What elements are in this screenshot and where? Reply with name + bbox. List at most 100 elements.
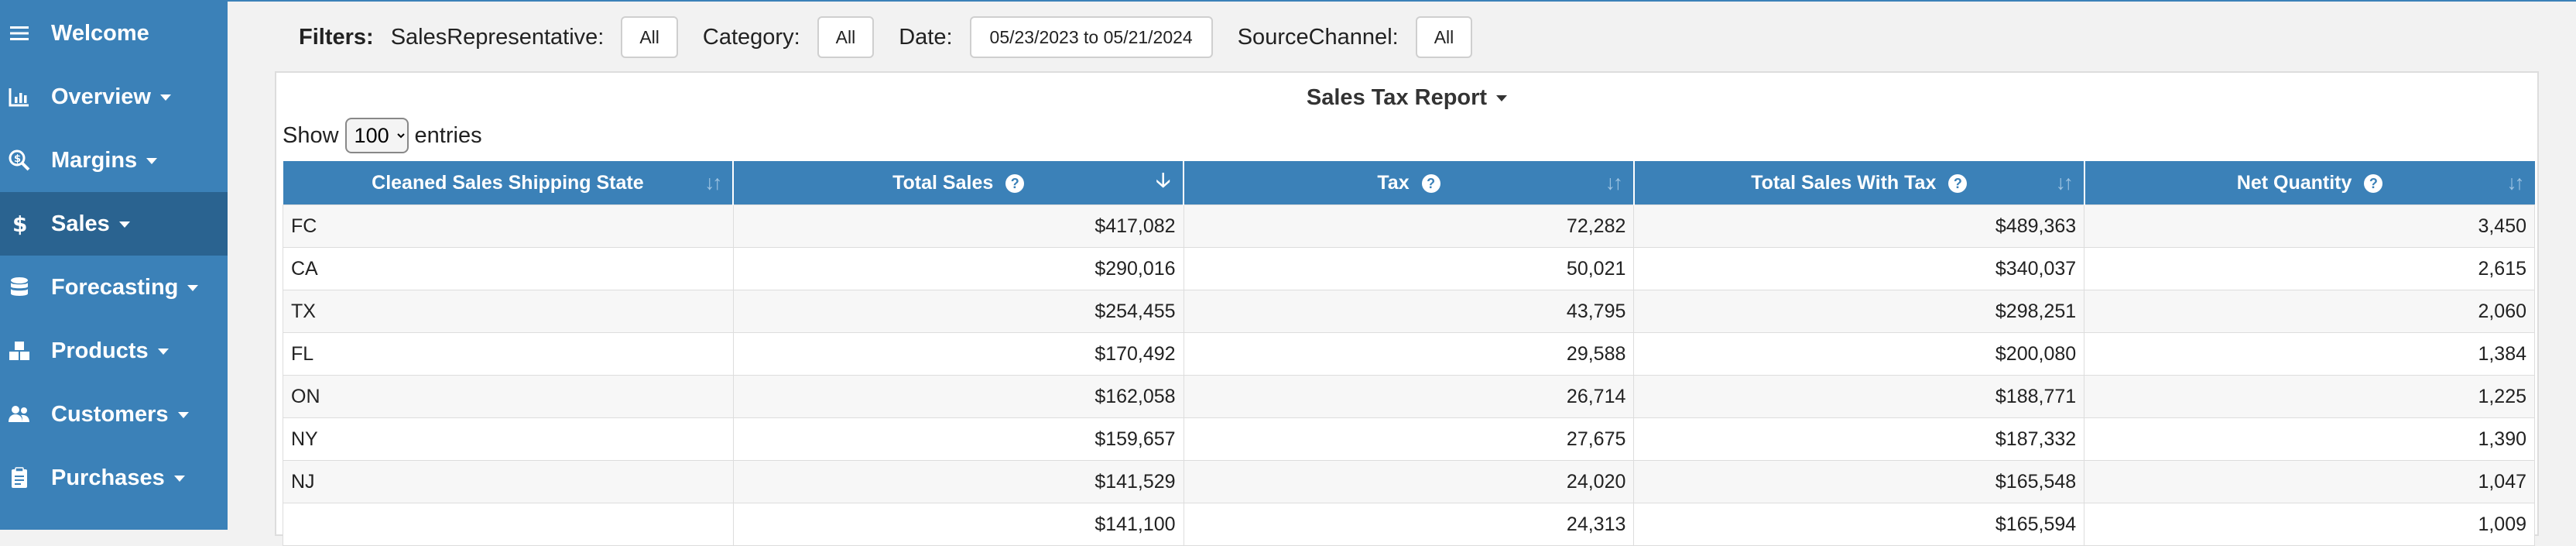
- cell-state: TX: [283, 290, 734, 333]
- report-title-dropdown[interactable]: Sales Tax Report: [276, 85, 2537, 111]
- nav-label-margins: Margins: [51, 147, 138, 173]
- cell-total-sales: $290,016: [732, 247, 1184, 290]
- chevron-down-icon: [157, 348, 169, 355]
- cell-net-quantity: 2,060: [2084, 290, 2535, 333]
- cell-tax: 72,282: [1183, 204, 1635, 248]
- table-row: NJ $141,529 24,020 $165,548 1,047: [283, 460, 2535, 503]
- entries-control: Show 100 entries: [283, 116, 482, 155]
- cell-total-with-tax: $200,080: [1633, 332, 2085, 376]
- date-range-input[interactable]: 05/23/2023 to 05/21/2024: [969, 16, 1213, 58]
- nav-item-forecasting[interactable]: Forecasting: [0, 256, 228, 319]
- info-icon[interactable]: ?: [2364, 173, 2383, 193]
- category-label: Category:: [702, 24, 800, 50]
- nav-item-products[interactable]: Products: [0, 319, 228, 383]
- column-header-label: Tax: [1377, 171, 1410, 194]
- svg-text:$: $: [14, 153, 21, 165]
- column-header-label: Total Sales: [892, 171, 994, 194]
- chart-icon: [8, 85, 31, 108]
- column-header-label: Cleaned Sales Shipping State: [372, 171, 644, 194]
- source-channel-label: SourceChannel:: [1237, 24, 1399, 50]
- filters-title: Filters:: [299, 24, 374, 50]
- boxes-icon: [8, 339, 31, 362]
- nav-label-purchases: Purchases: [51, 465, 165, 490]
- sales-rep-filter-button[interactable]: All: [621, 16, 678, 58]
- sales-tax-table: Cleaned Sales Shipping State ↓↑ Total Sa…: [283, 161, 2535, 546]
- table-row: FL $170,492 29,588 $200,080 1,384: [283, 332, 2535, 376]
- column-header-total-sales-with-tax[interactable]: Total Sales With Tax? ↓↑: [1633, 161, 2085, 205]
- sort-icon: ↓↑: [2055, 170, 2074, 194]
- cell-total-with-tax: $165,594: [1633, 503, 2085, 546]
- cell-net-quantity: 1,390: [2084, 417, 2535, 461]
- column-header-net-quantity[interactable]: Net Quantity? ↓↑: [2084, 161, 2535, 205]
- table-row: FC $417,082 72,282 $489,363 3,450: [283, 204, 2535, 248]
- info-icon[interactable]: ?: [1948, 173, 1968, 193]
- column-header-total-sales[interactable]: Total Sales? 🡣: [733, 161, 1185, 205]
- entries-select[interactable]: 100: [344, 118, 409, 153]
- nav-label-customers: Customers: [51, 401, 169, 427]
- cell-total-sales: $159,657: [732, 417, 1184, 461]
- cell-tax: 29,588: [1183, 332, 1635, 376]
- nav-label-forecasting: Forecasting: [51, 274, 179, 300]
- cell-total-with-tax: $340,037: [1633, 247, 2085, 290]
- table-row: NY $159,657 27,675 $187,332 1,390: [283, 417, 2535, 461]
- column-header-tax[interactable]: Tax? ↓↑: [1184, 161, 1635, 205]
- cell-tax: 43,795: [1183, 290, 1635, 333]
- cell-tax: 26,714: [1183, 375, 1635, 418]
- info-icon[interactable]: ?: [1421, 173, 1440, 193]
- nav-label-sales: Sales: [51, 211, 110, 236]
- cell-tax: 24,313: [1183, 503, 1635, 546]
- cell-total-with-tax: $298,251: [1633, 290, 2085, 333]
- cell-net-quantity: 1,384: [2084, 332, 2535, 376]
- cell-total-with-tax: $188,771: [1633, 375, 2085, 418]
- table-row: TX $254,455 43,795 $298,251 2,060: [283, 290, 2535, 333]
- top-border: [228, 0, 2576, 2]
- cell-total-sales: $417,082: [732, 204, 1184, 248]
- database-icon: [8, 276, 31, 299]
- sort-desc-icon: 🡣: [1156, 168, 1171, 191]
- nav-item-welcome[interactable]: Welcome: [0, 2, 228, 65]
- filter-bar: Filters: SalesRepresentative: All Catego…: [299, 12, 1497, 62]
- source-channel-filter-button[interactable]: All: [1415, 16, 1473, 58]
- cell-total-sales: $254,455: [732, 290, 1184, 333]
- cell-tax: 24,020: [1183, 460, 1635, 503]
- info-icon[interactable]: ?: [1005, 173, 1025, 193]
- cell-state: NJ: [283, 460, 734, 503]
- sales-rep-label: SalesRepresentative:: [390, 24, 605, 50]
- dollar-icon: $: [8, 212, 31, 235]
- nav-item-customers[interactable]: Customers: [0, 383, 228, 446]
- nav-item-margins[interactable]: $ Margins: [0, 129, 228, 192]
- cell-net-quantity: 2,615: [2084, 247, 2535, 290]
- sort-icon: ↓↑: [704, 170, 722, 194]
- cell-state: CA: [283, 247, 734, 290]
- nav-label-products: Products: [51, 338, 149, 363]
- cell-total-with-tax: $165,548: [1633, 460, 2085, 503]
- column-header-label: Total Sales With Tax: [1751, 171, 1937, 194]
- cell-tax: 50,021: [1183, 247, 1635, 290]
- cell-total-with-tax: $187,332: [1633, 417, 2085, 461]
- chevron-down-icon: [159, 94, 171, 101]
- column-header-label: Net Quantity: [2236, 171, 2352, 194]
- nav-item-overview[interactable]: Overview: [0, 65, 228, 129]
- entries-label: entries: [414, 122, 482, 148]
- cell-total-sales: $162,058: [732, 375, 1184, 418]
- chevron-down-icon: [118, 221, 130, 228]
- cell-state: [283, 503, 734, 546]
- cell-net-quantity: 1,009: [2084, 503, 2535, 546]
- cell-state: ON: [283, 375, 734, 418]
- cell-net-quantity: 1,225: [2084, 375, 2535, 418]
- cell-state: NY: [283, 417, 734, 461]
- chevron-down-icon: [146, 157, 158, 164]
- cell-net-quantity: 3,450: [2084, 204, 2535, 248]
- chevron-down-icon: [173, 475, 185, 482]
- nav-item-purchases[interactable]: Purchases: [0, 446, 228, 510]
- sidebar: Welcome Overview $ Margins $ Sales Forec…: [0, 0, 228, 530]
- category-filter-button[interactable]: All: [817, 16, 875, 58]
- cell-total-sales: $141,529: [732, 460, 1184, 503]
- column-header-state[interactable]: Cleaned Sales Shipping State ↓↑: [283, 161, 735, 205]
- search-dollar-icon: $: [8, 149, 31, 172]
- cell-state: FL: [283, 332, 734, 376]
- cell-total-sales: $141,100: [732, 503, 1184, 546]
- nav-item-sales[interactable]: $ Sales: [0, 192, 228, 256]
- menu-icon: [8, 22, 31, 45]
- cell-state: FC: [283, 204, 734, 248]
